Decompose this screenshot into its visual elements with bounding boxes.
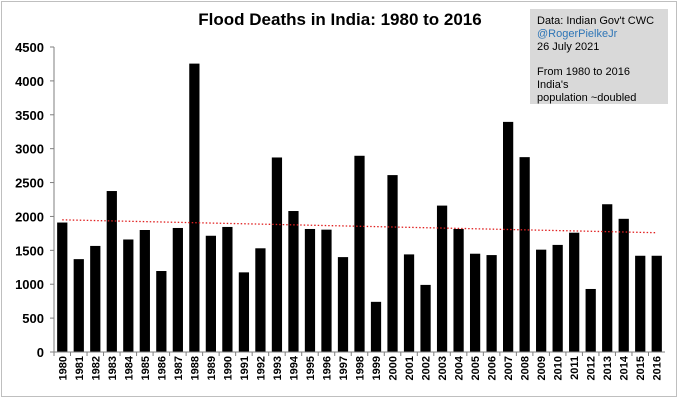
x-tick-label: 2013 xyxy=(602,356,614,380)
y-tick-label: 4000 xyxy=(15,74,44,89)
bar-1999 xyxy=(370,301,382,352)
bar-2010 xyxy=(552,244,563,352)
x-tick-label: 2000 xyxy=(388,356,400,380)
info-date: 26 July 2021 xyxy=(537,41,600,53)
bar-1994 xyxy=(288,211,299,352)
bar-2011 xyxy=(569,232,580,352)
x-tick-label: 1986 xyxy=(156,356,168,380)
bar-2000 xyxy=(387,175,398,352)
x-tick-label: 1981 xyxy=(74,356,86,380)
bar-2013 xyxy=(602,204,613,352)
x-tick-label: 2011 xyxy=(569,356,581,380)
x-tick-label: 1988 xyxy=(189,356,201,380)
info-handle-link[interactable]: @RogerPielkeJr xyxy=(537,28,618,40)
x-tick-label: 1993 xyxy=(272,356,284,380)
x-tick-label: 1983 xyxy=(107,356,119,380)
bar-1980 xyxy=(57,222,68,352)
bar-2003 xyxy=(436,205,448,352)
x-tick-label: 2001 xyxy=(404,356,416,380)
y-tick-label: 4500 xyxy=(15,40,44,55)
bar-1981 xyxy=(73,259,84,352)
info-box: Data: Indian Gov't CWC @RogerPielkeJr 26… xyxy=(530,9,668,104)
bar-1992 xyxy=(255,248,266,352)
bar-2005 xyxy=(469,253,481,352)
y-tick-label: 500 xyxy=(22,311,44,326)
y-tick-label: 1000 xyxy=(15,277,44,292)
bar-2002 xyxy=(420,284,431,352)
x-tick-label: 1987 xyxy=(173,356,185,380)
x-tick-label: 2010 xyxy=(553,356,565,380)
x-tick-label: 2016 xyxy=(652,356,664,380)
x-tick-label: 2003 xyxy=(437,356,449,380)
x-tick-label: 1998 xyxy=(355,356,367,380)
bar-2016 xyxy=(651,255,662,352)
bar-1991 xyxy=(238,272,250,352)
bar-1990 xyxy=(222,226,233,352)
bar-1985 xyxy=(139,230,150,352)
y-tick-label: 3500 xyxy=(15,108,44,123)
bar-2009 xyxy=(536,249,547,352)
bar-2014 xyxy=(618,218,629,352)
x-tick-label: 2006 xyxy=(487,356,499,380)
x-tick-label: 1982 xyxy=(90,356,102,380)
bars-layer xyxy=(57,63,662,353)
bar-1989 xyxy=(205,235,216,352)
x-tick-label: 2014 xyxy=(619,355,631,380)
y-tick-label: 0 xyxy=(37,345,44,360)
x-tick-label: 1997 xyxy=(338,356,350,380)
x-tick-label: 2005 xyxy=(470,356,482,380)
x-tick-label: 1990 xyxy=(222,356,234,380)
x-tick-label: 1995 xyxy=(305,356,317,380)
info-source: Data: Indian Gov't CWC xyxy=(537,15,655,27)
bar-1983 xyxy=(106,191,117,352)
bar-1984 xyxy=(123,239,134,352)
x-tick-label: 2004 xyxy=(454,355,466,380)
bar-1986 xyxy=(156,271,167,352)
x-tick-label: 2008 xyxy=(520,356,532,380)
bar-1982 xyxy=(90,245,101,352)
x-tick-label: 1999 xyxy=(371,356,383,380)
x-tick-label: 1992 xyxy=(255,356,267,380)
x-tick-label: 2007 xyxy=(503,356,515,380)
bar-1996 xyxy=(321,229,332,352)
bar-1987 xyxy=(172,227,183,352)
y-tick-label: 3000 xyxy=(15,142,44,157)
bar-1995 xyxy=(304,228,316,352)
x-tick-label: 1996 xyxy=(321,356,333,380)
x-tick-label: 1984 xyxy=(123,355,135,380)
info-note-line-1: From 1980 to 2016 India's xyxy=(537,66,630,91)
y-tick-label: 1500 xyxy=(15,243,44,258)
trendline xyxy=(62,219,657,234)
bar-2007 xyxy=(503,121,514,352)
x-tick-label: 1980 xyxy=(57,356,69,380)
x-tick-label: 2009 xyxy=(536,356,548,380)
bar-2008 xyxy=(519,157,530,352)
bar-1997 xyxy=(337,257,349,352)
axes-layer: 1980 1981 1982 1983 1984 1985 1986 1987 1988 1989… xyxy=(15,40,665,380)
bar-2006 xyxy=(486,255,497,352)
bar-2001 xyxy=(403,254,415,352)
bar-2015 xyxy=(635,255,646,352)
y-tick-label: 2500 xyxy=(15,176,44,191)
x-tick-label: 1989 xyxy=(206,356,218,380)
chart-title: Flood Deaths in India: 1980 to 2016 xyxy=(198,10,482,29)
bar-1998 xyxy=(354,155,365,352)
bar-1988 xyxy=(189,63,200,353)
bar-2012 xyxy=(585,288,596,352)
x-tick-label: 1985 xyxy=(140,356,152,380)
bar-1993 xyxy=(271,157,283,352)
x-tick-label: 2015 xyxy=(635,356,647,380)
x-tick-label: 1991 xyxy=(239,356,251,380)
x-tick-label: 2012 xyxy=(586,356,598,380)
x-tick-label: 2002 xyxy=(421,356,433,380)
bar-2004 xyxy=(453,228,464,352)
x-tick-label: 1994 xyxy=(288,355,300,380)
y-tick-label: 2000 xyxy=(15,209,44,224)
info-note-line-2: population ~doubled xyxy=(537,92,637,104)
trendline-layer xyxy=(62,219,657,234)
